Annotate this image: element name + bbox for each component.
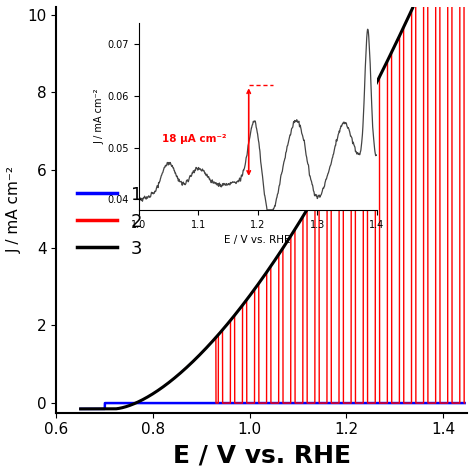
X-axis label: E / V vs. RHE: E / V vs. RHE	[173, 443, 351, 467]
Y-axis label: J / mA cm⁻²: J / mA cm⁻²	[7, 166, 22, 254]
Legend: 1, 2, 3: 1, 2, 3	[70, 178, 150, 265]
